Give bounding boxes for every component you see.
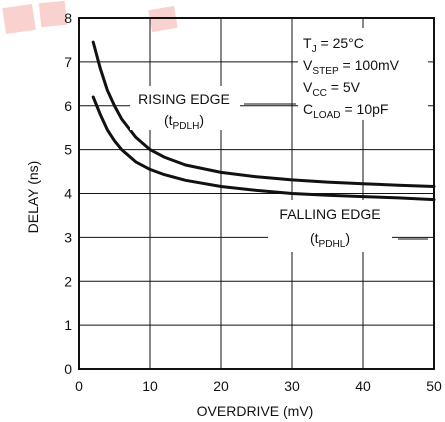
y-tick-label: 7 [64, 54, 72, 70]
condition-text-rest: = 5V [327, 79, 361, 95]
condition-text-base: C [303, 101, 313, 117]
y-tick-label: 0 [64, 361, 72, 377]
condition-text-rest: = 10pF [341, 101, 389, 117]
rising-edge-symbol-sub: PDLH [173, 121, 200, 132]
x-tick-label: 20 [213, 378, 229, 394]
x-tick-label: 10 [142, 378, 158, 394]
condition-text-sub: STEP [312, 66, 339, 77]
condition-text-rest: = 100mV [339, 57, 400, 73]
x-tick-label: 50 [426, 378, 442, 394]
condition-text: VSTEP = 100mV [303, 57, 400, 77]
condition-text-rest: = 25°C [317, 35, 364, 51]
x-tick-label: 30 [284, 378, 300, 394]
rising-label-background [130, 86, 240, 130]
condition-text: CLOAD = 10pF [303, 101, 388, 121]
falling-edge-symbol: (tPDHL) [310, 230, 350, 250]
condition-text-sub: CC [312, 88, 327, 99]
y-tick-label: 2 [64, 273, 72, 289]
condition-text-sub: J [312, 44, 317, 55]
rising-edge-symbol-base: (t [164, 112, 173, 128]
rising-edge-symbol-rest: ) [199, 112, 204, 128]
condition-text: VCC = 5V [303, 79, 361, 99]
y-tick-label: 1 [64, 317, 72, 333]
x-axis-label: OVERDRIVE (mV) [197, 403, 314, 419]
condition-text: TJ = 25°C [303, 35, 364, 55]
falling-edge-symbol-rest: ) [345, 230, 350, 246]
rising-edge-label: RISING EDGE [138, 91, 230, 107]
x-tick-label: 40 [355, 378, 371, 394]
curves [91, 40, 436, 202]
y-tick-label: 4 [64, 186, 72, 202]
falling-label-background [268, 200, 392, 252]
tick-labels: 0 10 20 30 40 50 0 1 2 3 4 5 6 7 8 [64, 10, 442, 394]
watermark [2, 0, 178, 34]
plot-frame [78, 17, 435, 370]
y-tick-label: 3 [64, 229, 72, 245]
plot-grid [78, 17, 435, 370]
conditions-background [298, 28, 428, 120]
falling-edge-symbol-base: (t [310, 230, 319, 246]
condition-text-base: V [303, 57, 313, 73]
y-tick-label: 5 [64, 142, 72, 158]
x-tick-label: 0 [75, 378, 83, 394]
y-axis-label: DELAY (ns) [25, 161, 41, 234]
y-tick-label: 6 [64, 98, 72, 114]
series-line-falling-edge [91, 95, 436, 202]
condition-text-base: T [303, 35, 312, 51]
rising-edge-symbol: (tPDLH) [164, 112, 204, 132]
falling-edge-symbol-sub: PDHL [319, 239, 346, 250]
condition-text-base: V [303, 79, 313, 95]
condition-text-sub: LOAD [313, 110, 340, 121]
falling-edge-label: FALLING EDGE [279, 206, 380, 222]
y-tick-label: 8 [64, 10, 72, 26]
series-line-rising-edge [91, 40, 436, 188]
